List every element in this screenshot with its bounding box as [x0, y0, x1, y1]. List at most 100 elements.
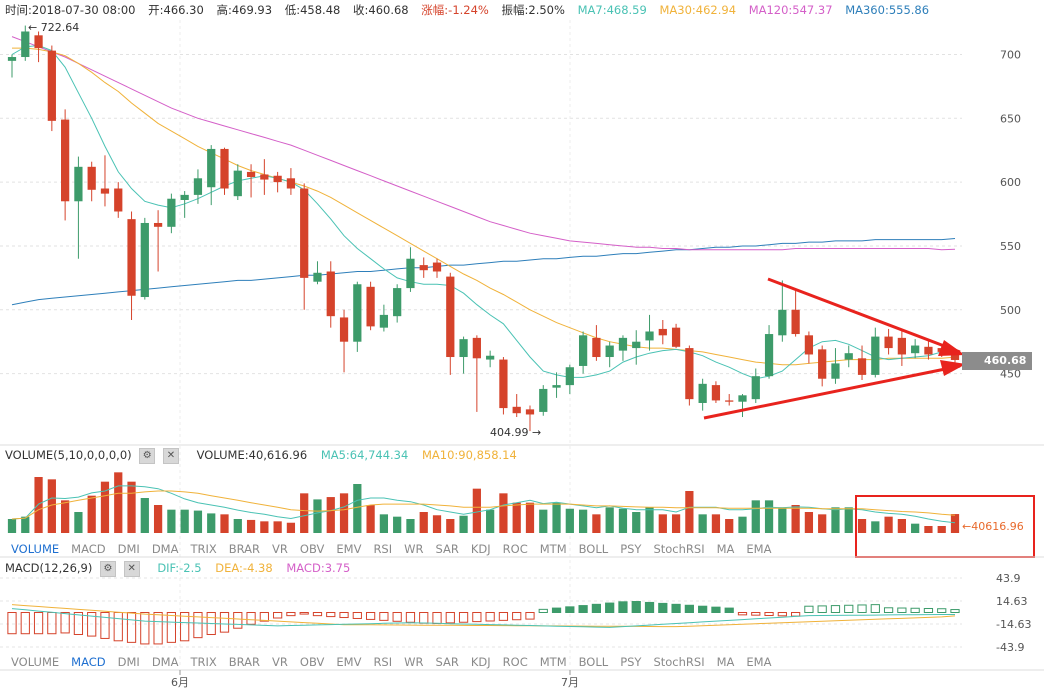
tab-macd-ema[interactable]: EMA — [746, 655, 772, 669]
volume-ma5: MA5:64,744.34 — [320, 448, 409, 462]
tab-vol-macd[interactable]: MACD — [71, 542, 106, 556]
candle-body — [432, 262, 442, 272]
tab-macd-emv[interactable]: EMV — [336, 655, 362, 669]
tab-vol-dmi[interactable]: DMI — [117, 542, 140, 556]
tab-macd-macd[interactable]: MACD — [71, 655, 106, 669]
tab-macd-dma[interactable]: DMA — [151, 655, 179, 669]
close-icon[interactable]: ✕ — [162, 447, 179, 464]
last-volume-marker: ←40616.96 — [962, 520, 1024, 533]
volume-bar — [114, 472, 123, 533]
candle-body — [897, 337, 906, 355]
tab-macd-vr[interactable]: VR — [272, 655, 288, 669]
macd-histogram-bar — [233, 612, 243, 629]
indicator-tab-bar-macd: VOLUME MACD DMI DMA TRIX BRAR VR OBV EMV RSI WR SAR… — [11, 653, 783, 671]
tab-macd-trix[interactable]: TRIX — [190, 655, 217, 669]
gear-icon[interactable]: ⚙ — [139, 447, 156, 464]
tab-vol-wr[interactable]: WR — [404, 542, 424, 556]
macd-histogram-bar — [339, 612, 349, 619]
macd-histogram-bar — [698, 605, 708, 614]
tab-vol-sar[interactable]: SAR — [435, 542, 459, 556]
volume-bar — [140, 498, 149, 533]
y-tick-label: 500 — [1000, 304, 1021, 317]
annotation-arrow-lower — [703, 364, 961, 420]
info-low: 低:458.48 — [284, 3, 341, 17]
tab-vol-rsi[interactable]: RSI — [373, 542, 393, 556]
macd-histogram-bar — [20, 612, 30, 635]
macd-histogram-bar — [830, 605, 841, 614]
indicator-tab-bar-volume: VOLUME MACD DMI DMA TRIX BRAR VR OBV EMV RSI WR SAR… — [11, 540, 783, 558]
tab-macd-sar[interactable]: SAR — [435, 655, 459, 669]
candle-body — [685, 348, 694, 400]
macd-histogram-bar — [472, 612, 482, 623]
tab-macd-rsi[interactable]: RSI — [373, 655, 393, 669]
tab-vol-mtm[interactable]: MTM — [539, 542, 567, 556]
volume-bar — [207, 513, 216, 533]
ma120-line — [11, 36, 956, 251]
candle-body — [857, 358, 867, 375]
tab-macd-ma[interactable]: MA — [716, 655, 735, 669]
candle-body — [605, 345, 614, 358]
y-tick-label: 650 — [1000, 112, 1021, 125]
tab-vol-vr[interactable]: VR — [272, 542, 288, 556]
tab-vol-roc[interactable]: ROC — [502, 542, 528, 556]
tab-macd-boll[interactable]: BOLL — [578, 655, 609, 669]
candle-body — [764, 334, 774, 377]
tab-vol-brar[interactable]: BRAR — [228, 542, 261, 556]
annotation-arrowhead-upper — [938, 340, 965, 356]
tab-vol-obv[interactable]: OBV — [299, 542, 325, 556]
volume-bar — [618, 508, 628, 533]
candle-body — [459, 339, 468, 358]
tab-macd-mtm[interactable]: MTM — [539, 655, 567, 669]
current-price-value: 460.68 — [984, 354, 1027, 367]
volume-bar — [911, 523, 920, 533]
candle-body — [844, 353, 853, 360]
candle-body — [831, 363, 840, 379]
tab-vol-ma[interactable]: MA — [716, 542, 735, 556]
candle-body — [738, 395, 747, 402]
tab-macd-wr[interactable]: WR — [404, 655, 424, 669]
candle-body — [339, 317, 349, 342]
gear-icon[interactable]: ⚙ — [100, 560, 116, 577]
macd-histogram-bar — [153, 612, 163, 645]
tab-vol-psy[interactable]: PSY — [620, 542, 642, 556]
macd-y-tick-label: 43.9 — [996, 572, 1021, 585]
close-icon[interactable]: ✕ — [123, 560, 140, 577]
candle-body — [286, 178, 296, 189]
tab-vol-volume[interactable]: VOLUME — [11, 542, 60, 556]
candle-body — [711, 385, 721, 401]
macd-histogram-bar — [458, 612, 469, 623]
tab-macd-kdj[interactable]: KDJ — [470, 655, 491, 669]
volume-bar — [578, 509, 588, 533]
macd-histogram-bar — [910, 607, 920, 614]
volume-bar — [21, 516, 30, 533]
volume-bar — [193, 510, 203, 533]
volume-bar — [658, 514, 667, 533]
candle-body — [21, 31, 30, 58]
tab-macd-psy[interactable]: PSY — [620, 655, 642, 669]
volume-bar — [844, 507, 853, 533]
tab-macd-volume[interactable]: VOLUME — [11, 655, 60, 669]
tab-vol-boll[interactable]: BOLL — [578, 542, 609, 556]
tab-vol-stochrsi[interactable]: StochRSI — [653, 542, 705, 556]
tab-vol-kdj[interactable]: KDJ — [470, 542, 491, 556]
macd-dea-line — [11, 604, 956, 628]
tab-macd-obv[interactable]: OBV — [299, 655, 325, 669]
candle-body — [658, 328, 667, 336]
macd-histogram-bar — [551, 607, 562, 613]
tab-macd-dmi[interactable]: DMI — [117, 655, 140, 669]
tab-vol-dma[interactable]: DMA — [151, 542, 179, 556]
tab-vol-ema[interactable]: EMA — [746, 542, 772, 556]
volume-bar — [339, 493, 349, 533]
macd-histogram-bar — [445, 612, 455, 624]
candle-body — [446, 276, 455, 358]
tab-macd-roc[interactable]: ROC — [502, 655, 528, 669]
tab-vol-trix[interactable]: TRIX — [190, 542, 217, 556]
volume-bar — [34, 477, 43, 533]
volume-bar — [180, 509, 189, 533]
candle-body — [419, 265, 428, 271]
tab-vol-emv[interactable]: EMV — [336, 542, 362, 556]
macd-histogram-bar — [392, 612, 402, 622]
tab-macd-brar[interactable]: BRAR — [228, 655, 261, 669]
tab-macd-stochrsi[interactable]: StochRSI — [653, 655, 705, 669]
